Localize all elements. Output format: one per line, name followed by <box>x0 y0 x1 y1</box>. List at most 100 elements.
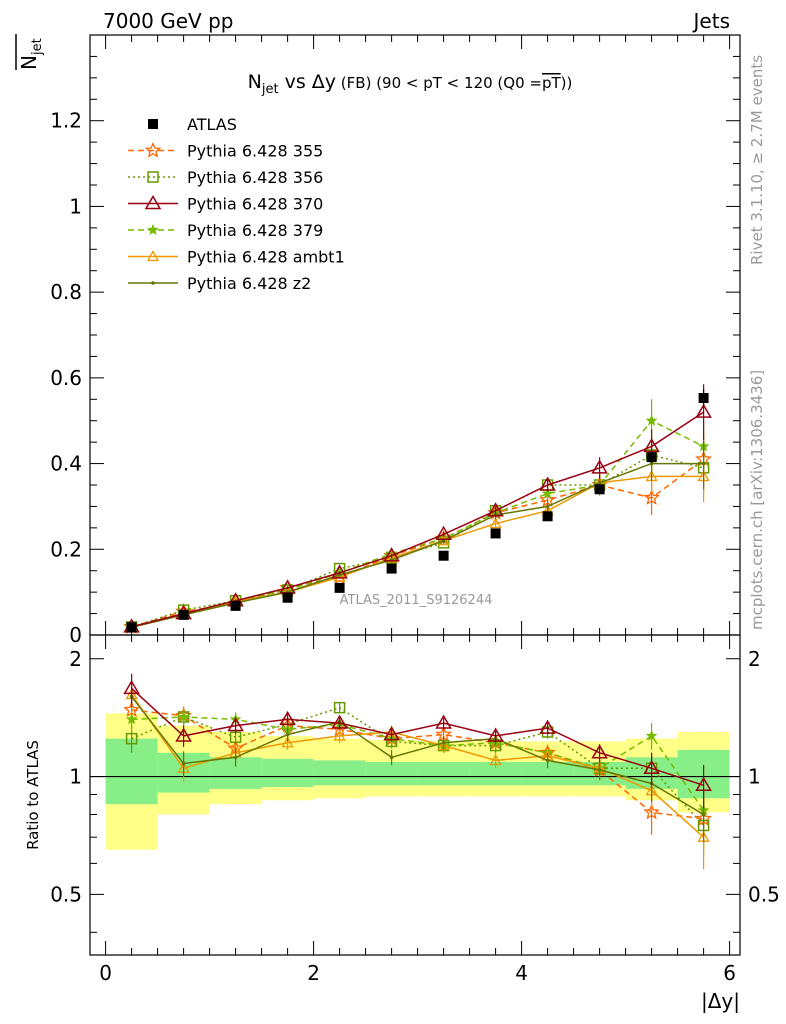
ratio-point <box>435 714 452 729</box>
data-point <box>435 525 452 541</box>
title-end: )) <box>561 74 573 92</box>
main-ylabel: Njet <box>15 34 45 70</box>
ratio-point <box>701 812 706 817</box>
data-point <box>386 563 397 574</box>
data-point <box>646 452 657 463</box>
data-point <box>334 582 345 593</box>
legend-marker <box>151 281 155 285</box>
ratio-series-pythia-6.428-370 <box>123 673 712 809</box>
main-ytick-label: 1.2 <box>50 109 82 133</box>
data-point <box>383 547 400 562</box>
data-point <box>701 461 706 466</box>
uncertainty-band-inner <box>365 761 418 786</box>
legend-label: Pythia 6.428 355 <box>187 142 323 161</box>
xtick-label: 4 <box>515 961 528 985</box>
ratio-point <box>441 740 446 745</box>
legend-marker <box>144 195 162 210</box>
data-point <box>541 487 554 499</box>
legend-marker <box>146 250 160 262</box>
main-ylabel-sub: jet <box>30 38 45 56</box>
uncertainty-band-inner <box>469 761 522 786</box>
data-point <box>438 550 449 561</box>
ratio-line <box>131 709 704 820</box>
main-ytick-label: 0 <box>69 623 82 647</box>
ratio-point <box>695 776 712 792</box>
data-point <box>591 459 608 474</box>
data-point <box>542 511 553 522</box>
ratio-ytick-label: 2 <box>69 647 82 671</box>
ratio-point <box>177 710 190 722</box>
ratio-point <box>123 679 140 695</box>
title-mid: vs Δy <box>279 71 336 93</box>
legend-label: Pythia 6.428 ambt1 <box>187 248 345 267</box>
ratio-panel: 0.5 0.5 1 1 2 2 0 2 4 6 Ratio to ATLAS |Δy| <box>24 634 780 1013</box>
legend-label: ATLAS <box>187 115 237 134</box>
title-over: pT <box>542 74 562 92</box>
header-right-label: Jets <box>692 9 730 33</box>
series-line <box>131 475 704 629</box>
uncertainty-band-inner <box>417 761 470 786</box>
legend-marker <box>147 171 159 183</box>
data-point <box>178 609 189 620</box>
legend-label: Pythia 6.428 356 <box>187 168 323 187</box>
data-point <box>490 528 501 539</box>
ratio-ylabel: Ratio to ATLAS <box>24 740 42 850</box>
data-point <box>649 461 654 466</box>
series-line <box>131 411 705 628</box>
ratio-point <box>181 761 186 766</box>
ratio-frame <box>89 634 741 956</box>
data-point <box>126 622 137 633</box>
main-ylabel-main: N <box>17 55 41 70</box>
ratio-point <box>125 732 138 745</box>
legend-marker <box>148 119 158 129</box>
ratio-point <box>233 755 238 760</box>
data-point <box>545 504 550 509</box>
title-main: N <box>248 71 262 93</box>
data-point <box>597 481 602 485</box>
data-point <box>337 573 342 577</box>
ratio-line <box>131 696 704 816</box>
ratio-point <box>545 758 550 763</box>
legend-entry: Pythia 6.428 355 <box>128 142 323 161</box>
ratio-point <box>643 759 660 775</box>
data-point <box>594 484 605 495</box>
series-atlas <box>126 389 709 633</box>
ratio-ytick-label-right: 1 <box>748 765 761 789</box>
chart-title: Njet vs Δy (FB) (90 < pT < 120 (Q0 =pT)) <box>248 71 573 97</box>
data-point <box>230 600 241 611</box>
ratio-point <box>539 719 556 734</box>
ratio-point <box>643 803 660 820</box>
ratio-ytick-label-right: 2 <box>748 647 761 671</box>
xtick-label: 2 <box>307 961 320 985</box>
data-point <box>282 592 293 603</box>
ratio-ytick-label: 0.5 <box>50 882 82 906</box>
ratio-point <box>333 729 346 741</box>
ratio-point <box>591 744 608 759</box>
legend-entry: ATLAS <box>148 115 237 134</box>
series-line <box>131 419 704 628</box>
legend-marker <box>144 141 162 158</box>
uncertainty-band-inner <box>521 761 574 786</box>
ratio-point <box>281 736 294 748</box>
data-point <box>645 414 658 426</box>
legend-entry: Pythia 6.428 ambt1 <box>128 248 345 267</box>
watermark: ATLAS_2011_S9126244 <box>340 593 493 608</box>
main-ytick-label: 1 <box>69 194 82 218</box>
data-point <box>487 502 504 517</box>
main-ytick-label: 0.6 <box>50 366 82 390</box>
legend-marker <box>147 223 159 235</box>
ratio-point <box>597 768 602 772</box>
legend-label: Pythia 6.428 z2 <box>187 274 311 293</box>
legend-entry: Pythia 6.428 370 <box>128 195 323 214</box>
xtick-label: 0 <box>99 961 112 985</box>
main-panel: 0 0.2 0.4 0.6 0.8 1 1.2 Njet vs Δy (FB) (90 < … <box>50 34 741 647</box>
ratio-point <box>125 713 138 725</box>
legend-entry: Pythia 6.428 379 <box>128 221 323 240</box>
main-ytick-label: 0.4 <box>50 452 82 476</box>
legend-entry: Pythia 6.428 z2 <box>128 274 311 293</box>
ratio-point <box>227 717 244 732</box>
mcplots-label: mcplots.cern.ch [arXiv:1306.3436] <box>748 370 766 630</box>
legend-entry: Pythia 6.428 356 <box>128 168 323 187</box>
data-point <box>489 517 502 529</box>
data-point <box>539 476 556 491</box>
